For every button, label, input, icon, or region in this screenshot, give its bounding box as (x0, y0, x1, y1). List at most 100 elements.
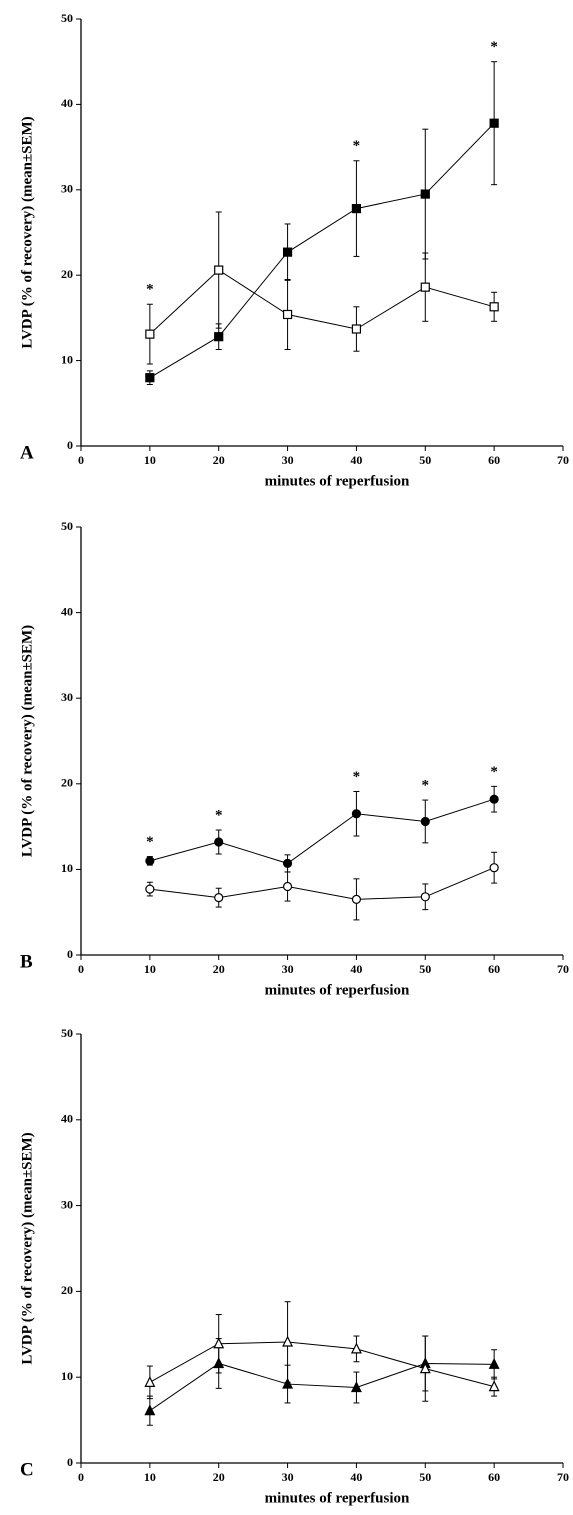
x-tick-label: 0 (78, 962, 84, 976)
x-axis-label: minutes of reperfusion (265, 1490, 410, 1506)
series-line (149, 1341, 495, 1388)
series-line (149, 1362, 495, 1412)
x-tick-label: 50 (419, 962, 431, 976)
marker (282, 1377, 294, 1389)
marker (145, 373, 155, 383)
x-tick-label: 40 (350, 453, 362, 467)
marker (489, 302, 499, 312)
y-tick-label: 10 (61, 1369, 73, 1383)
marker (351, 203, 362, 214)
series-line (149, 269, 495, 335)
y-tick-label: 50 (61, 519, 73, 533)
x-tick-label: 30 (282, 453, 294, 467)
significance-mark: * (215, 807, 223, 823)
marker (420, 892, 430, 902)
marker (214, 265, 224, 275)
marker (350, 1381, 362, 1393)
y-tick-label: 20 (61, 776, 73, 790)
marker (420, 189, 430, 199)
x-tick-label: 20 (213, 453, 225, 467)
x-tick-label: 60 (488, 1470, 500, 1484)
y-tick-label: 0 (67, 438, 73, 452)
marker (145, 329, 155, 339)
x-tick-label: 50 (419, 453, 431, 467)
series-line (149, 122, 495, 379)
x-tick-label: 10 (144, 453, 156, 467)
y-axis-label: LVDP (% of recovery) (mean±SEM) (19, 1132, 35, 1364)
y-tick-label: 10 (61, 861, 73, 875)
marker (489, 863, 499, 873)
marker (213, 1337, 225, 1349)
x-tick-label: 0 (78, 1470, 84, 1484)
series-line (149, 798, 495, 864)
marker (144, 1376, 156, 1387)
significance-mark: * (490, 764, 498, 780)
marker (350, 1342, 362, 1354)
series-line (149, 867, 495, 900)
marker (420, 816, 430, 827)
y-tick-label: 30 (61, 1197, 73, 1211)
x-tick-label: 0 (78, 453, 84, 467)
y-tick-label: 50 (61, 1026, 73, 1040)
marker (145, 884, 155, 894)
marker (488, 1357, 500, 1369)
x-tick-label: 60 (488, 962, 500, 976)
panel-label: C (20, 1459, 34, 1480)
marker (282, 1335, 294, 1347)
marker (282, 858, 293, 869)
y-tick-label: 20 (61, 267, 73, 281)
x-tick-label: 40 (350, 1470, 362, 1484)
panel: 0 10 20 30 40 50 0 10 20 30 40 50 60 70 minutes of rep… (19, 1026, 569, 1507)
marker (489, 118, 499, 128)
marker (489, 794, 499, 804)
panel-label: B (20, 951, 33, 972)
marker (419, 1362, 431, 1374)
x-tick-label: 20 (213, 1470, 225, 1484)
x-tick-label: 70 (557, 962, 569, 976)
x-axis-label: minutes of reperfusion (265, 473, 410, 489)
marker (145, 856, 155, 866)
x-tick-label: 30 (282, 1470, 294, 1484)
marker (282, 247, 293, 257)
marker (282, 309, 293, 320)
y-tick-label: 0 (67, 1455, 73, 1469)
x-tick-label: 70 (557, 453, 569, 467)
marker (214, 837, 224, 847)
y-tick-label: 10 (61, 352, 73, 366)
x-tick-label: 50 (419, 1470, 431, 1484)
y-tick-label: 40 (61, 96, 73, 110)
panel: 0 10 20 30 40 50 0 10 20 30 40 50 60 70 minutes of rep… (19, 519, 569, 999)
x-tick-label: 70 (557, 1470, 569, 1484)
significance-mark: * (353, 138, 361, 154)
y-tick-label: 50 (61, 11, 73, 25)
y-tick-label: 30 (61, 690, 73, 704)
marker (214, 893, 224, 903)
significance-mark: * (146, 282, 154, 298)
x-tick-label: 20 (213, 962, 225, 976)
significance-mark: * (422, 778, 430, 794)
y-tick-label: 40 (61, 604, 73, 618)
x-tick-label: 10 (144, 1470, 156, 1484)
y-axis-label: LVDP (% of recovery) (mean±SEM) (19, 116, 35, 348)
significance-mark: * (146, 834, 154, 850)
marker (351, 324, 362, 334)
significance-mark: * (353, 769, 361, 785)
x-tick-label: 60 (488, 453, 500, 467)
y-tick-label: 40 (61, 1112, 73, 1126)
y-tick-label: 30 (61, 182, 73, 196)
significance-mark: * (490, 39, 498, 55)
x-tick-label: 10 (144, 962, 156, 976)
x-axis-label: minutes of reperfusion (265, 982, 410, 998)
marker (351, 809, 362, 819)
marker (144, 1404, 156, 1416)
y-tick-label: 20 (61, 1283, 73, 1297)
panel: 0 10 20 30 40 50 0 10 20 30 40 50 60 70 minutes of rep… (19, 11, 569, 490)
x-tick-label: 30 (282, 962, 294, 976)
marker (351, 894, 362, 904)
marker (214, 332, 224, 342)
marker (420, 282, 430, 292)
marker (282, 881, 293, 892)
panel-label: A (20, 442, 34, 463)
y-tick-label: 0 (67, 947, 73, 961)
